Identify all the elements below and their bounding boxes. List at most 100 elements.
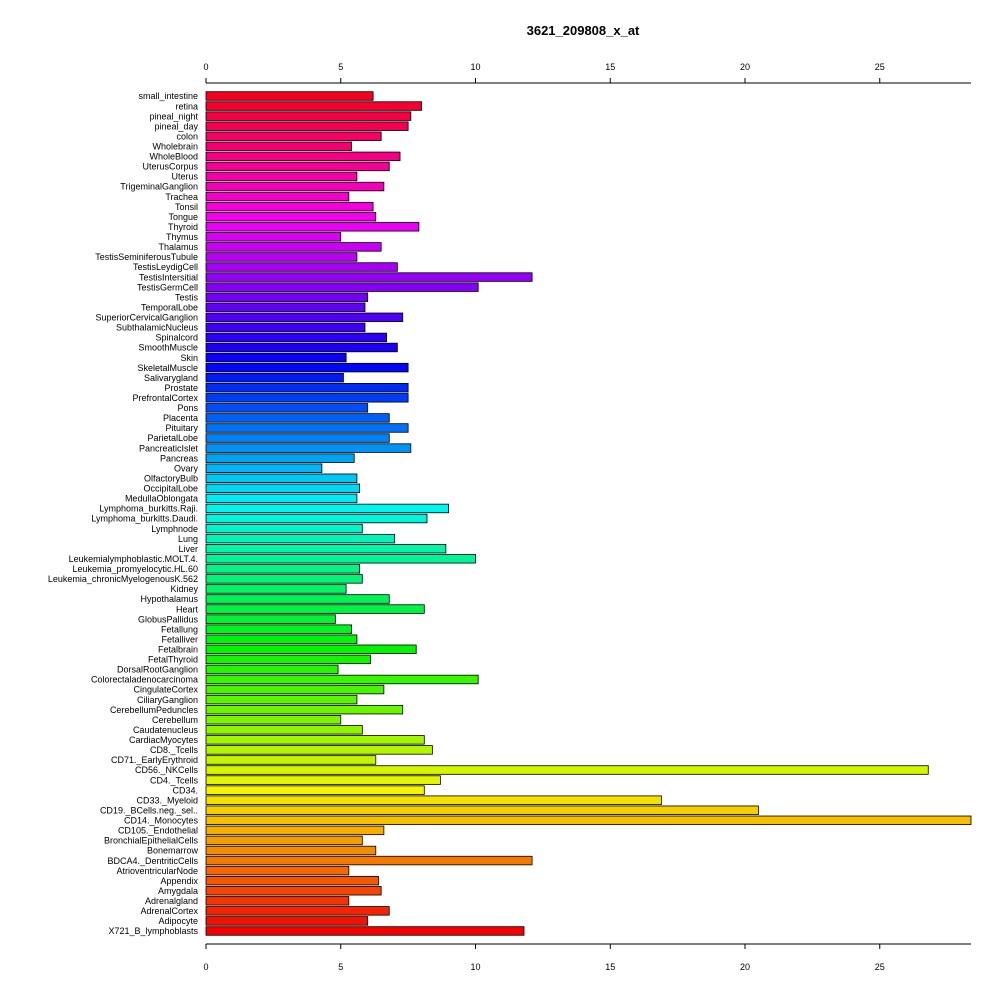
- bar: [205, 272, 533, 282]
- category-label: Colorectaladenocarcinoma: [91, 675, 198, 685]
- bar: [205, 342, 398, 353]
- bar: [205, 302, 366, 312]
- category-label: retina: [175, 101, 198, 111]
- bar: [205, 201, 374, 212]
- bar: [205, 715, 342, 725]
- bar: [205, 594, 390, 604]
- category-label: CD8._Tcells: [150, 745, 199, 755]
- category-label: UterusCorpus: [142, 162, 198, 172]
- bar: [205, 403, 369, 413]
- category-label: CD105._Endothelial: [118, 826, 198, 836]
- category-label: Leukemia_chronicMyelogenousK.562: [48, 574, 198, 584]
- category-label: TestisGermCell: [137, 282, 198, 292]
- bar: [205, 694, 358, 705]
- bar: [205, 564, 361, 574]
- category-label: CD56._NKCells: [135, 765, 199, 775]
- category-label: Bonemarrow: [147, 846, 199, 856]
- bottom-axis-tick-label: 0: [203, 962, 208, 972]
- bar: [205, 181, 385, 192]
- bar: [205, 493, 358, 504]
- category-label: SmoothMuscle: [138, 343, 198, 353]
- category-label: MedullaOblongata: [125, 494, 198, 504]
- category-label: Leukemialymphoblastic.MOLT.4.: [69, 554, 198, 564]
- category-label: Lymphoma_burkitts.Daudi.: [91, 514, 198, 524]
- category-label: Leukemia_promyelocytic.HL.60: [72, 564, 198, 574]
- category-label: TemporalLobe: [141, 302, 198, 312]
- category-label: Trachea: [165, 192, 198, 202]
- category-label: Wholebrain: [152, 142, 198, 152]
- category-label: Adipocyte: [158, 916, 198, 926]
- bar: [205, 312, 404, 323]
- bar: [205, 423, 409, 433]
- bar: [205, 704, 404, 715]
- category-label: Appendix: [160, 876, 198, 886]
- category-label: pineal_day: [154, 121, 198, 131]
- bar: [205, 896, 350, 906]
- category-label: SubthalamicNucleus: [116, 323, 199, 333]
- category-label: Pons: [177, 403, 198, 413]
- bar: [205, 413, 390, 423]
- bar: [205, 604, 425, 614]
- category-label: Fetallung: [161, 624, 198, 634]
- bar: [205, 584, 347, 594]
- bar: [205, 191, 350, 202]
- bars: [205, 91, 972, 936]
- category-label: Lymphnode: [151, 524, 198, 534]
- bar: [205, 735, 425, 745]
- bar: [205, 654, 371, 665]
- top-axis-tick-label: 10: [470, 62, 480, 72]
- bar: [205, 926, 525, 936]
- bar: [205, 644, 417, 655]
- category-label: CD71._EarlyErythroid: [111, 755, 198, 765]
- category-label: Skin: [180, 353, 198, 363]
- category-label: TestisIntersitial: [139, 272, 198, 282]
- bar: [205, 262, 398, 272]
- category-label: Tonsil: [175, 202, 198, 212]
- category-label: Thyroid: [168, 222, 198, 232]
- bar: [205, 634, 358, 644]
- bar: [205, 906, 390, 916]
- category-label: Caudatenucleus: [133, 725, 199, 735]
- bar: [205, 674, 479, 685]
- bar: [205, 725, 363, 735]
- bottom-axis-tick-label: 20: [740, 962, 750, 972]
- bar: [205, 453, 355, 463]
- bar: [205, 544, 447, 554]
- bar: [205, 835, 363, 846]
- bar: [205, 362, 409, 373]
- category-label: BDCA4._DentriticCells: [107, 856, 198, 866]
- bar: [205, 503, 449, 514]
- category-label: CD33._Myeloid: [136, 795, 198, 805]
- bar: [205, 212, 377, 222]
- bar: [205, 684, 385, 695]
- bar: [205, 845, 377, 856]
- category-label: Fetalliver: [161, 634, 198, 644]
- bar: [205, 886, 382, 896]
- bar: [205, 131, 382, 141]
- category-label: SuperiorCervicalGanglion: [95, 313, 198, 323]
- bar: [205, 372, 344, 383]
- category-label: CerebellumPeduncles: [110, 705, 199, 715]
- category-label: AdrenalCortex: [140, 906, 198, 916]
- bar: [205, 574, 363, 584]
- category-label: Placenta: [163, 413, 198, 423]
- bar: [205, 765, 929, 775]
- category-label: GlobusPallidus: [138, 614, 199, 624]
- bar: [205, 785, 425, 795]
- category-label: Fetalbrain: [158, 645, 198, 655]
- top-axis-tick-label: 20: [740, 62, 750, 72]
- category-label: Prostate: [164, 383, 198, 393]
- bar: [205, 393, 409, 403]
- bar: [205, 322, 366, 333]
- category-label: CardiacMyocytes: [129, 735, 199, 745]
- category-label: CD4._Tcells: [150, 775, 199, 785]
- category-label: colon: [176, 131, 198, 141]
- category-label: PancreaticIslet: [139, 443, 199, 453]
- top-axis-tick-label: 25: [875, 62, 885, 72]
- bar: [205, 383, 409, 393]
- bar: [205, 745, 433, 755]
- category-label: pineal_night: [149, 111, 198, 121]
- category-label: CiliaryGanglion: [137, 695, 198, 705]
- bar: [205, 332, 387, 343]
- bar: [205, 664, 339, 675]
